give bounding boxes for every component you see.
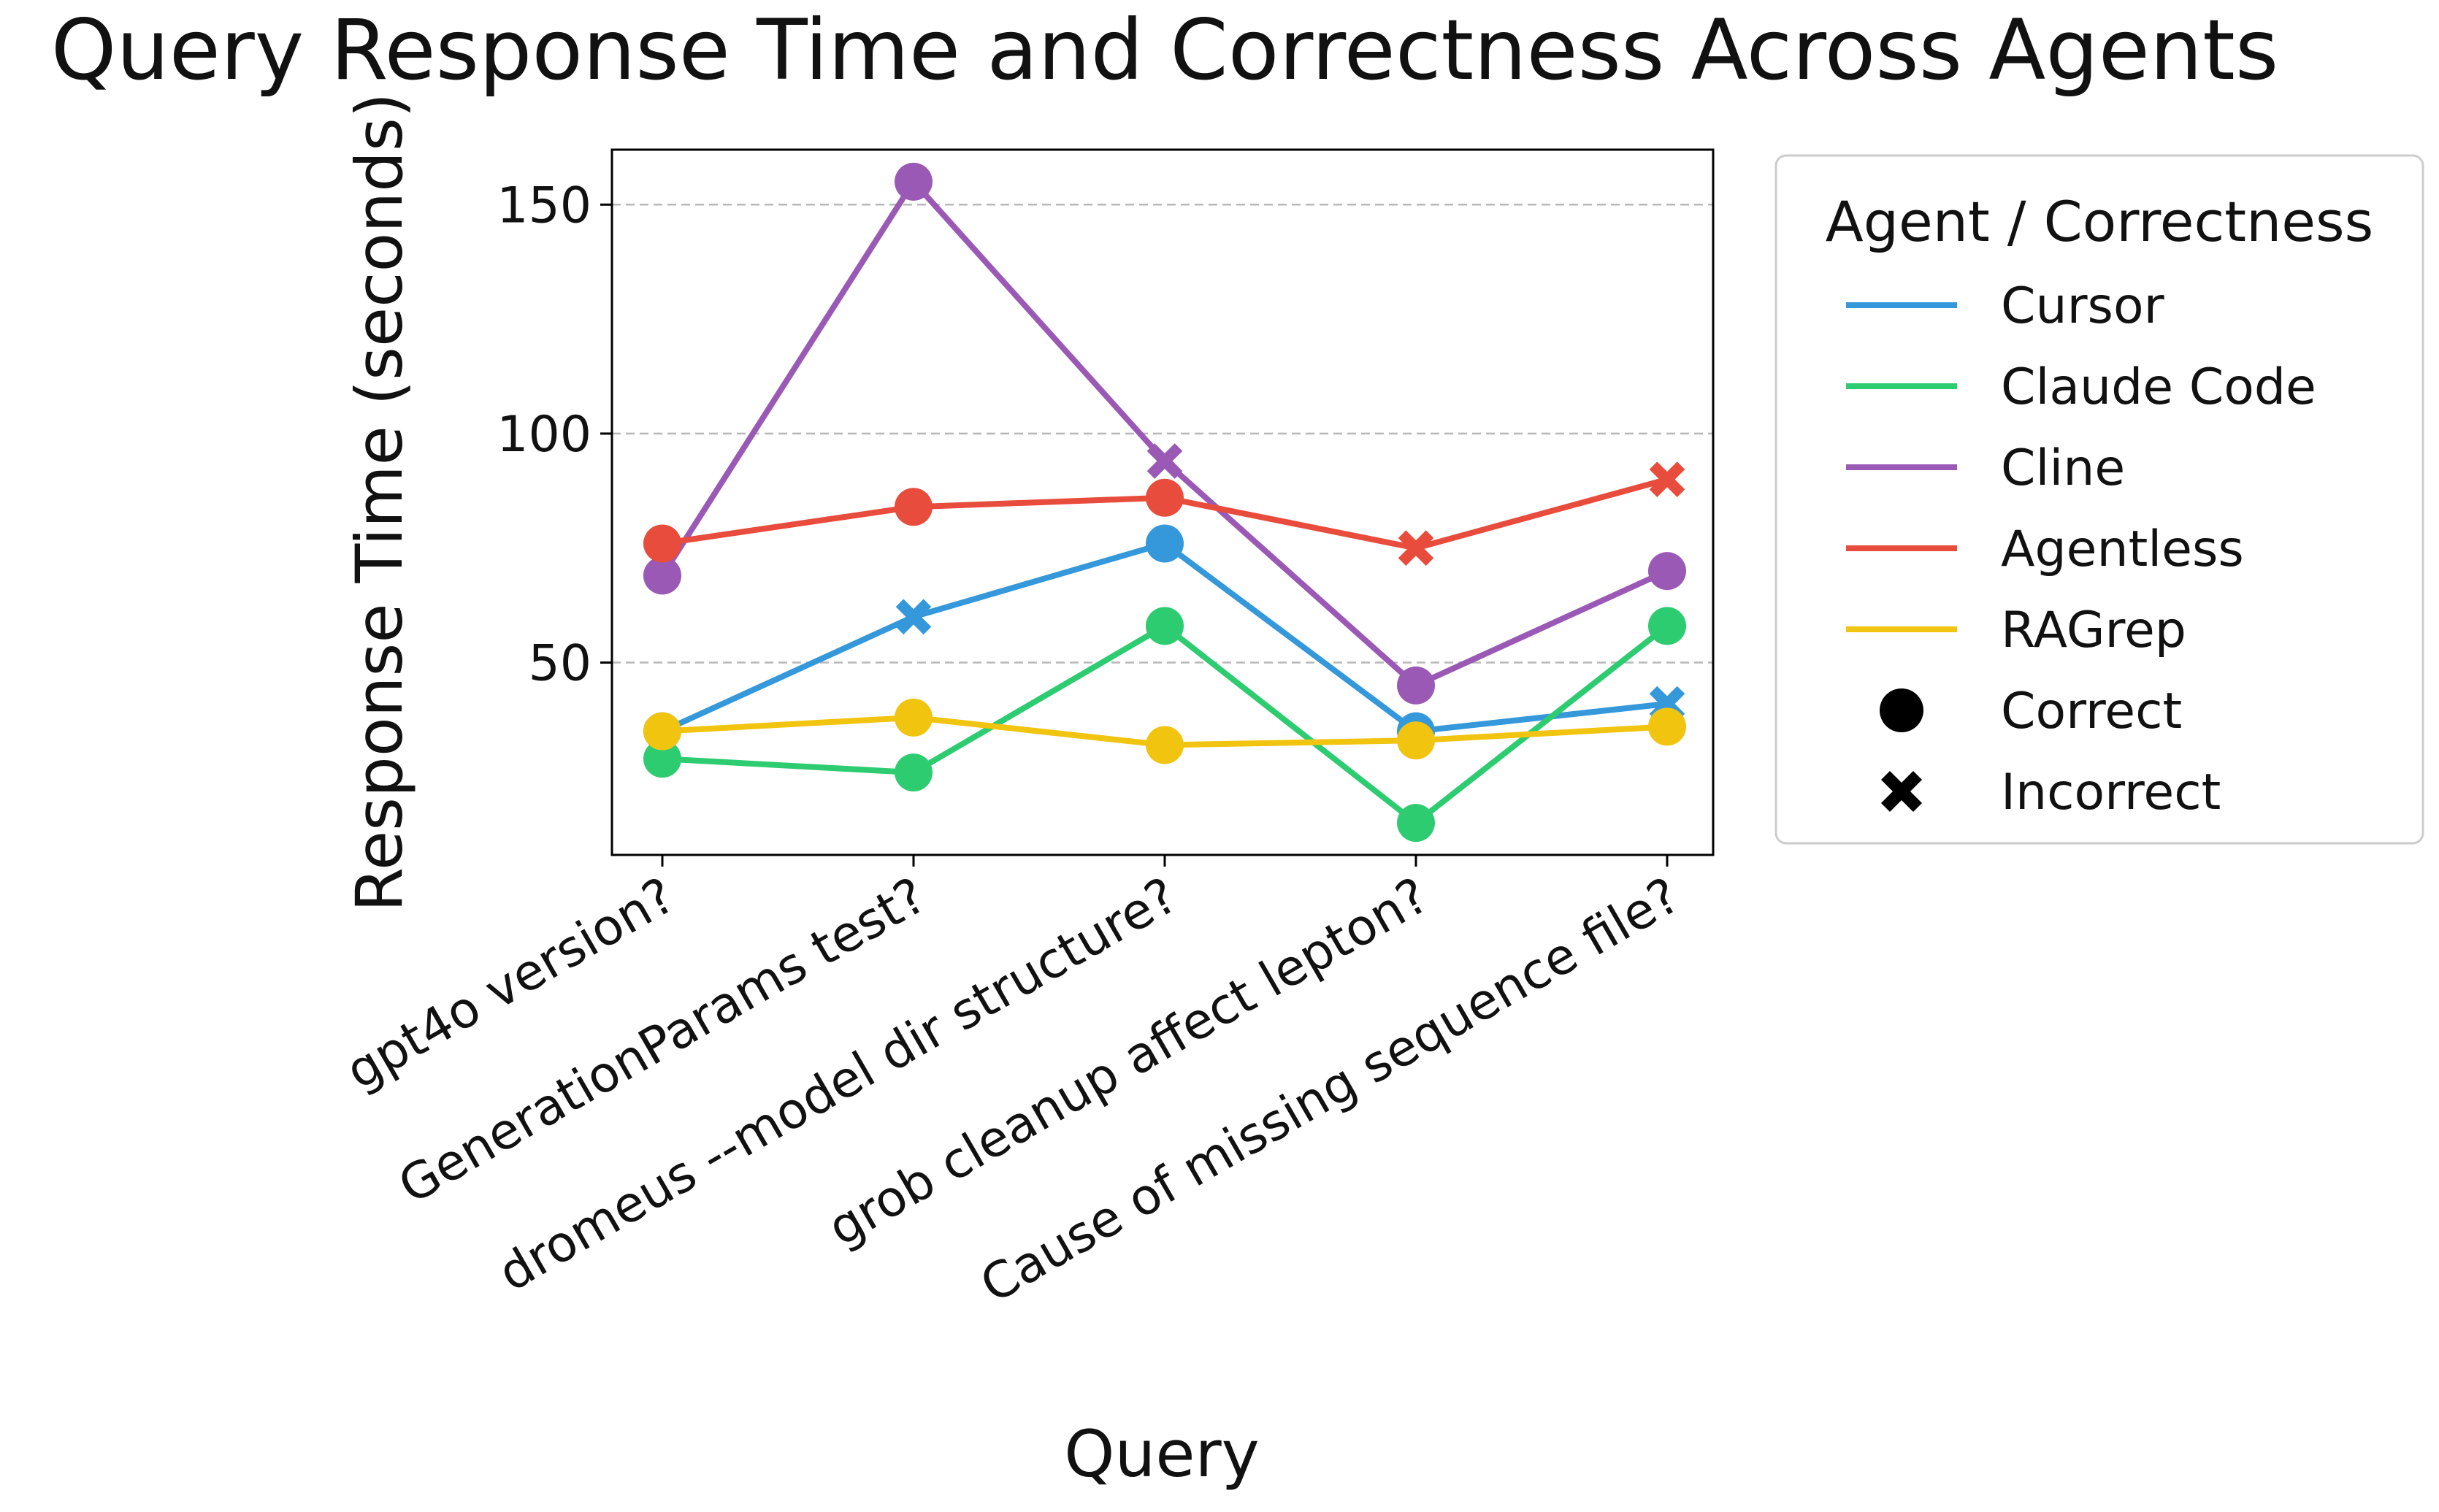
legend-label: RAGrep	[2001, 602, 2186, 659]
marker-correct	[643, 712, 681, 751]
grid	[612, 204, 1713, 664]
marker-incorrect	[1398, 530, 1434, 567]
marker-correct	[895, 753, 933, 792]
y-tick-label: 50	[528, 635, 591, 693]
legend-marker-correct	[1880, 688, 1923, 732]
legend: Agent / Correctness Cursor Claude Code Cli…	[1774, 154, 2424, 845]
legend-marker-stroke	[1880, 770, 1923, 813]
legend-label: Cursor	[2001, 277, 2164, 335]
marker-correct	[1648, 607, 1686, 645]
legend-label: Correct	[2001, 683, 2182, 740]
marker-correct	[1146, 524, 1184, 563]
marker-correct	[643, 524, 681, 563]
marker-correct	[643, 556, 681, 595]
marker-incorrect	[1649, 461, 1685, 497]
marker-incorrect-stroke	[895, 599, 932, 635]
legend-label: Agentless	[2001, 521, 2244, 578]
marker-incorrect	[1146, 443, 1183, 479]
chart-title: Query Response Time and Correctness Acro…	[51, 1, 2279, 99]
legend-items: Cursor Claude Code Cline Agentless RAGrep Cor…	[1846, 277, 2316, 821]
y-tick-label: 150	[497, 177, 591, 234]
marker-correct	[1397, 721, 1435, 760]
legend-label: Cline	[2001, 440, 2125, 497]
legend-box	[1774, 154, 2424, 845]
marker-correct	[1146, 607, 1184, 645]
marker-incorrect-stroke	[1146, 443, 1183, 479]
marker-correct	[1648, 552, 1686, 591]
x-axis-label: Query	[1064, 1416, 1259, 1492]
marker-correct	[1397, 804, 1435, 843]
marker-incorrect-stroke	[1398, 530, 1434, 567]
marker-correct	[895, 488, 933, 526]
legend-title: Agent / Correctness	[1826, 189, 2373, 254]
marker-correct	[895, 698, 933, 737]
marker-correct	[643, 740, 681, 778]
marker-incorrect	[895, 599, 932, 635]
y-tick-label: 100	[497, 406, 591, 464]
marker-correct	[895, 162, 933, 201]
marker-correct	[1397, 666, 1435, 705]
legend-label: Claude Code	[2001, 358, 2316, 416]
legend-marker-incorrect	[1880, 770, 1923, 813]
y-axis-ticks: 50 100 150	[497, 177, 612, 693]
marker-correct	[1648, 707, 1686, 746]
y-axis-label: Response Time (seconds)	[342, 93, 417, 912]
plot-frame	[610, 148, 1715, 856]
legend-label: Incorrect	[2001, 764, 2221, 821]
marker-incorrect-stroke	[1649, 461, 1685, 497]
x-axis-ticks: gpt4o version?GenerationParams test?drom…	[337, 855, 1690, 1315]
series-markers	[643, 162, 1686, 843]
marker-correct	[1146, 478, 1184, 517]
marker-correct	[1146, 726, 1184, 764]
